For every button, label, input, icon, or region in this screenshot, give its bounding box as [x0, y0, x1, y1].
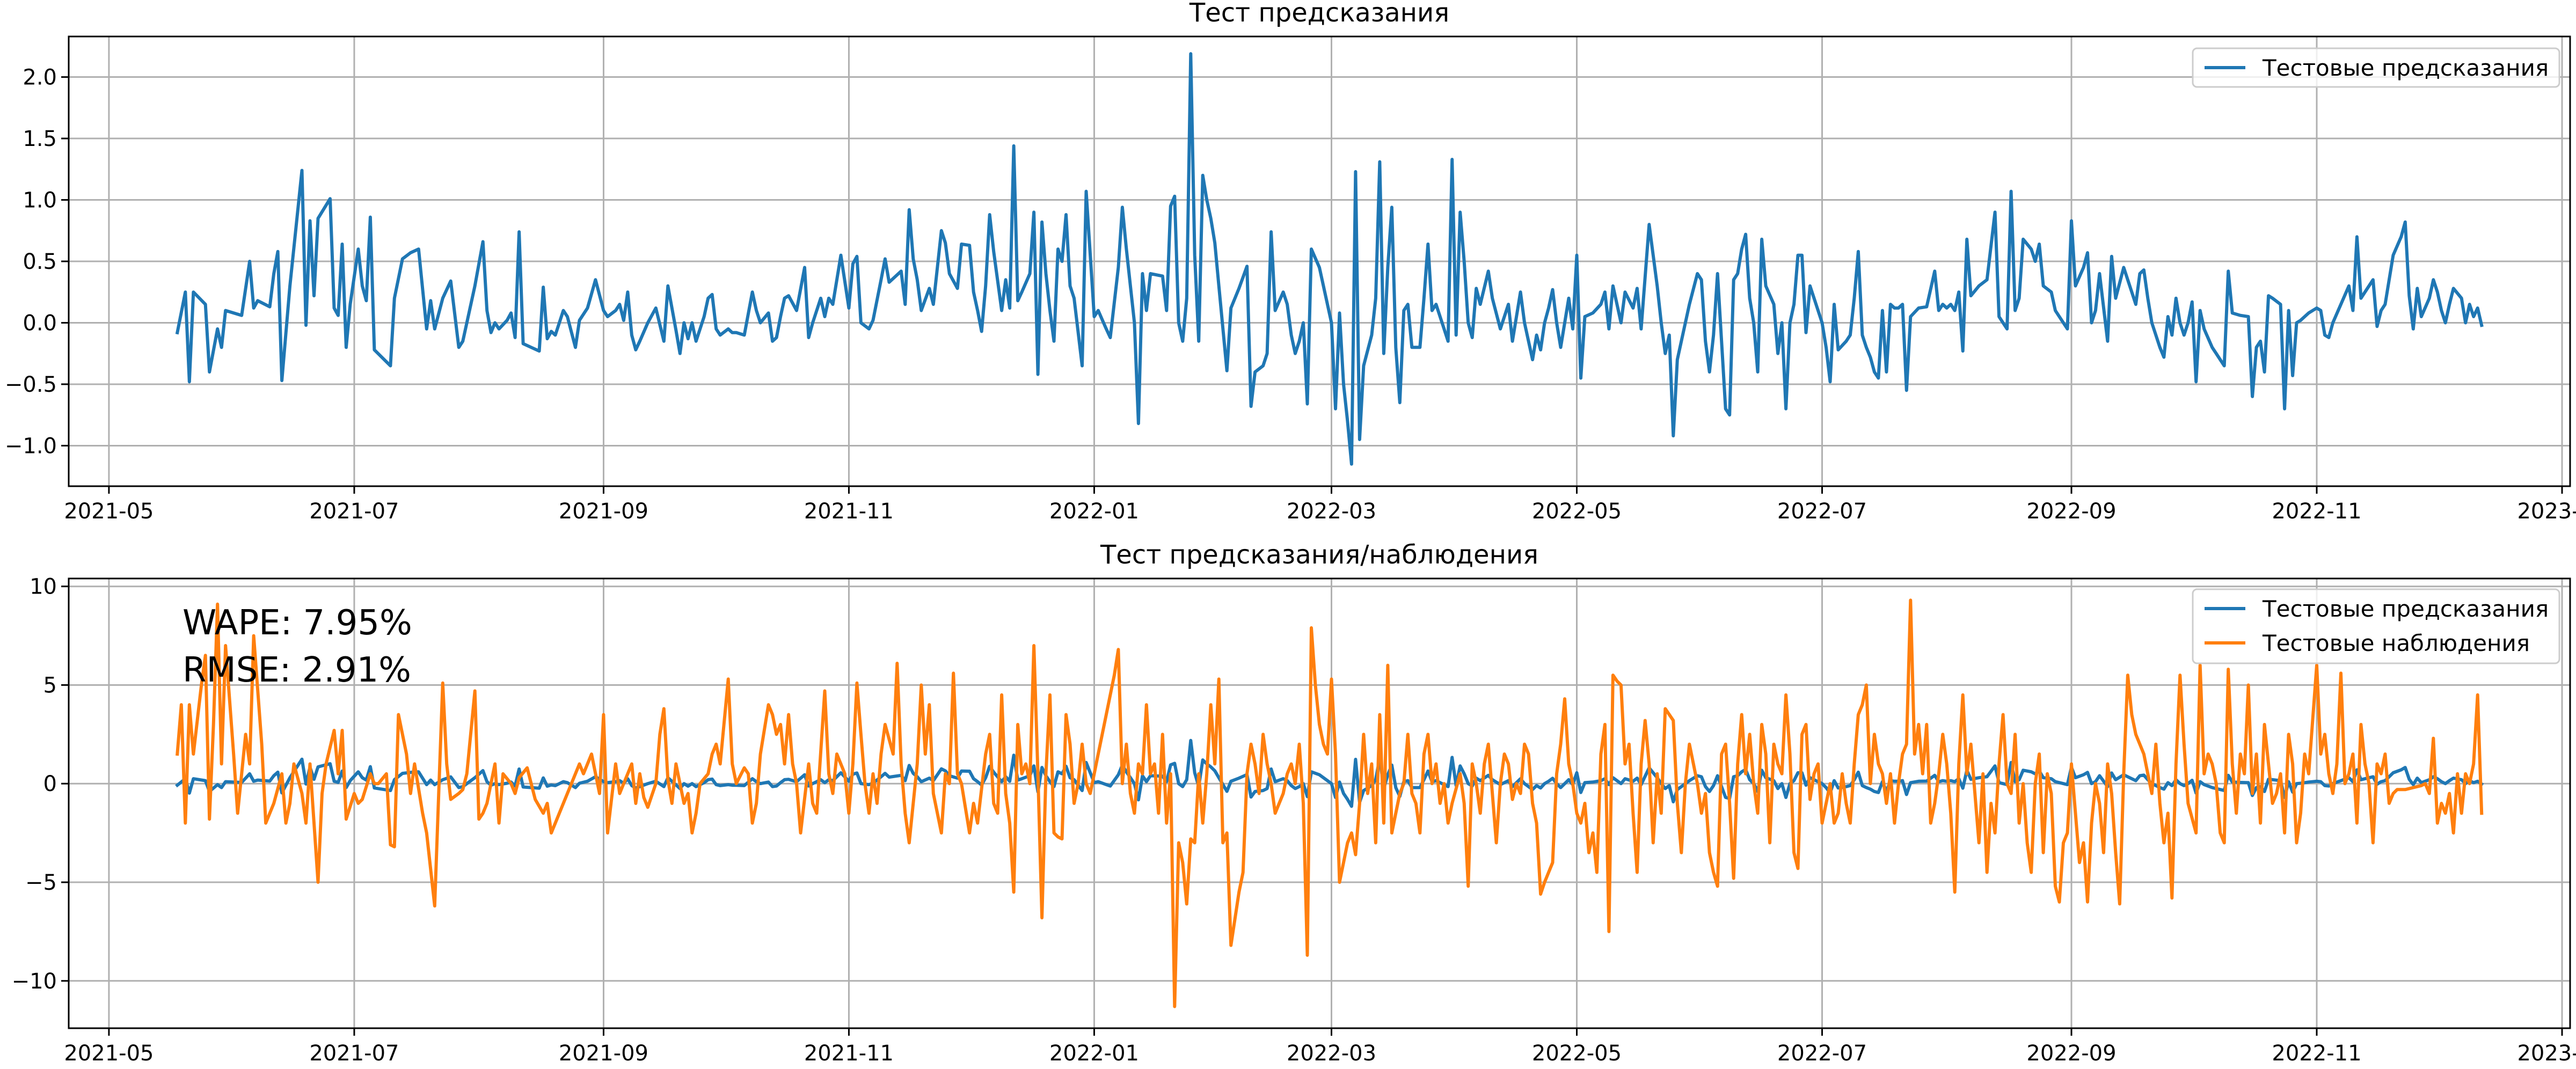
x-tick-label: 2022-11: [2272, 1041, 2361, 1066]
series-group: [175, 598, 2484, 1008]
y-tick-label: 0.0: [23, 311, 57, 335]
legend-box: [2192, 47, 2560, 88]
chart-title: Тест предсказания/наблюдения: [1100, 540, 1538, 570]
x-tick-label: 2022-07: [1777, 499, 1867, 524]
x-tick-label: 2021-09: [559, 499, 648, 524]
axes: 2021-05 2021-07 2021-09 2021-11 2022-01 2022-…: [12, 575, 2576, 1066]
x-tick-label: 2022-05: [1532, 499, 1622, 524]
panel-predictions-observations: Тест предсказания/наблюдения 2021-05 2021…: [12, 540, 2576, 1066]
x-tick-label: 2022-03: [1287, 1041, 1376, 1066]
legend-label: Тестовые наблюдения: [2262, 630, 2530, 656]
series-line: [176, 598, 2484, 1008]
x-tick-label: 2021-09: [559, 1041, 648, 1066]
chart-title: Тест предсказания: [1189, 0, 1449, 28]
y-tick-label: 1.0: [23, 188, 57, 213]
x-tick-label: 2023-01: [2517, 1041, 2576, 1066]
plot-frame: [68, 35, 2571, 487]
x-tick-label: 2023-01: [2517, 499, 2576, 524]
x-tick-label: 2022-09: [2026, 1041, 2116, 1066]
legend-label: Тестовые предсказания: [2262, 55, 2549, 81]
x-tick-label: 2021-07: [309, 1041, 399, 1066]
rmse-annotation: RMSE: 2.91%: [183, 650, 411, 690]
x-tick-label: 2022-01: [1049, 499, 1139, 524]
x-tick-label: 2021-07: [309, 499, 399, 524]
series-line: [175, 52, 2484, 466]
y-tick-label: 2.0: [23, 65, 57, 90]
y-tick-label: 0: [43, 772, 57, 796]
x-tick-label: 2022-11: [2272, 499, 2361, 524]
series-group: [175, 52, 2484, 466]
legend-box: [2192, 588, 2560, 664]
axes: 2021-05 2021-07 2021-09 2021-11 2022-01 2022-…: [5, 65, 2576, 524]
y-tick-label: −0.5: [5, 372, 57, 397]
x-tick-label: 2022-03: [1287, 499, 1376, 524]
x-tick-label: 2022-01: [1049, 1041, 1139, 1066]
x-tick-label: 2022-07: [1777, 1041, 1867, 1066]
x-tick-label: 2022-09: [2026, 499, 2116, 524]
x-tick-label: 2021-05: [64, 1041, 154, 1066]
x-tick-label: 2022-05: [1532, 1041, 1622, 1066]
wape-annotation: WAPE: 7.95%: [183, 603, 412, 643]
grid: [69, 36, 2570, 486]
plot-frame: [68, 577, 2571, 1029]
series-line: [175, 738, 2484, 808]
x-tick-label: 2021-11: [804, 1041, 894, 1066]
y-tick-label: 10: [30, 575, 57, 599]
x-tick-label: 2021-11: [804, 499, 894, 524]
legend: Тестовые предсказания: [2192, 47, 2560, 88]
y-tick-label: 1.5: [23, 127, 57, 151]
x-tick-label: 2021-05: [64, 499, 154, 524]
y-tick-label: 0.5: [23, 250, 57, 274]
y-tick-label: 5: [43, 673, 57, 698]
y-tick-label: −1.0: [5, 434, 57, 458]
legend: Тестовые предсказания Тестовые наблюдени…: [2192, 588, 2560, 664]
y-tick-label: −10: [12, 969, 57, 994]
legend-label: Тестовые предсказания: [2262, 596, 2549, 622]
y-tick-label: −5: [25, 870, 57, 895]
panel-predictions: Тест предсказания 2021-05 2021-07 2021-09 2…: [5, 0, 2576, 524]
